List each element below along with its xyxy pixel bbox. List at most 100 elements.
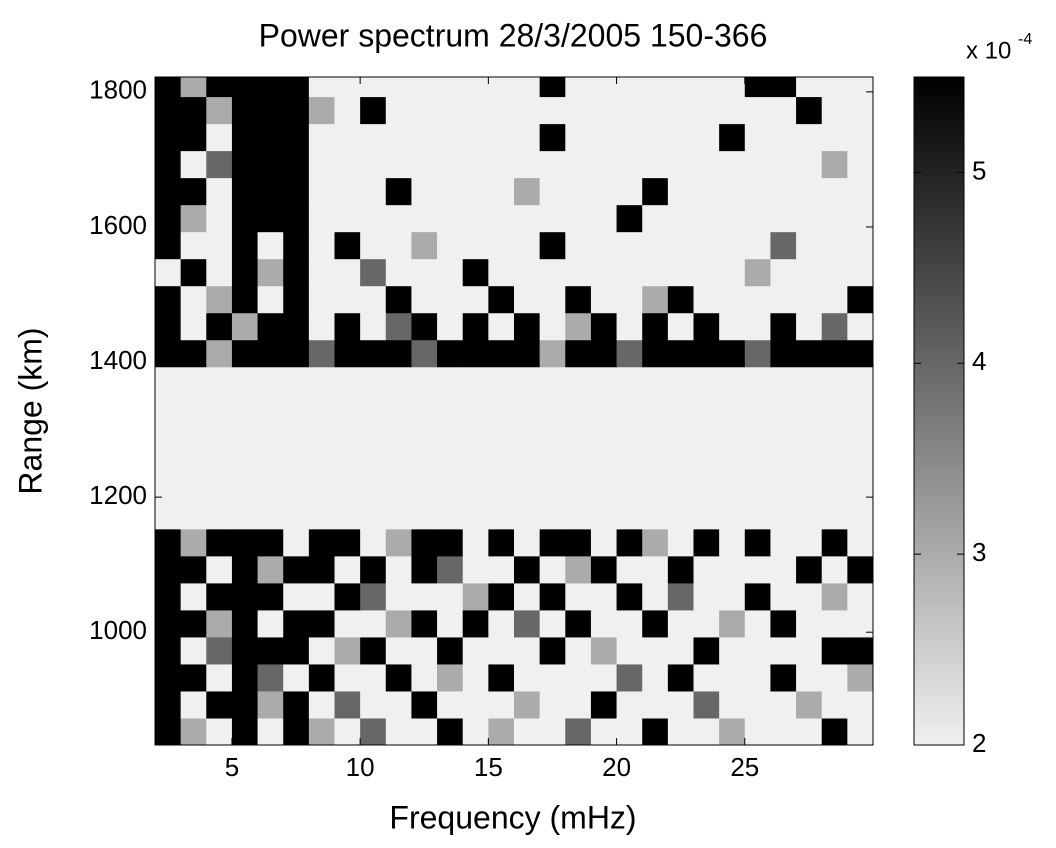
cell (385, 258, 412, 287)
cell (847, 420, 873, 449)
cell (565, 77, 592, 98)
cell (308, 717, 335, 745)
cell (796, 717, 823, 745)
cell (360, 312, 387, 341)
cell (565, 258, 592, 287)
cell (257, 312, 284, 341)
cell (437, 717, 464, 745)
cell (847, 339, 873, 368)
cell (590, 528, 618, 557)
cell (206, 609, 233, 638)
cell (462, 609, 489, 638)
cell (411, 501, 438, 530)
cell (796, 447, 823, 476)
cell (462, 582, 489, 611)
cell (206, 555, 233, 584)
cell (539, 636, 566, 665)
cell (616, 96, 643, 125)
cell (231, 366, 259, 395)
cell (360, 285, 387, 314)
cell (283, 555, 310, 584)
cell (770, 339, 797, 368)
cell (770, 501, 797, 530)
cell (693, 528, 720, 557)
cell (334, 420, 361, 449)
cell (283, 177, 310, 206)
cell (385, 609, 412, 638)
cell (411, 123, 438, 152)
cell (667, 285, 694, 314)
cell (821, 528, 848, 557)
cell (590, 231, 618, 260)
cell (360, 690, 387, 719)
cell (206, 474, 233, 503)
cell (667, 528, 694, 557)
cell (257, 123, 284, 152)
cell (565, 636, 592, 665)
cell (847, 258, 873, 287)
cell (155, 447, 182, 476)
cell (821, 96, 848, 125)
cell (847, 150, 873, 179)
cell (514, 393, 541, 422)
cell (308, 555, 335, 584)
cell (462, 447, 489, 476)
cell (283, 96, 310, 125)
cell (411, 366, 438, 395)
cell (206, 663, 233, 692)
cell (206, 582, 233, 611)
cell (642, 177, 669, 206)
cell (385, 420, 412, 449)
cell (385, 231, 412, 260)
cell (180, 285, 207, 314)
cell (744, 366, 771, 395)
cell (360, 582, 387, 611)
cell (180, 636, 207, 665)
cell (257, 393, 284, 422)
cell (565, 96, 592, 125)
cell (488, 474, 515, 503)
cell (308, 393, 335, 422)
cell (462, 420, 489, 449)
cell (796, 501, 823, 530)
cell (334, 474, 361, 503)
cell (821, 717, 848, 745)
cell (693, 420, 720, 449)
cell (744, 231, 771, 260)
cell (231, 258, 259, 287)
cell (360, 177, 387, 206)
cell (667, 177, 694, 206)
cell (308, 123, 335, 152)
cell (334, 339, 361, 368)
cell (539, 447, 566, 476)
cell (514, 312, 541, 341)
cell (590, 96, 618, 125)
cell (642, 636, 669, 665)
cell (155, 717, 182, 745)
cell (642, 690, 669, 719)
cell (539, 717, 566, 745)
cell (565, 690, 592, 719)
cell (514, 501, 541, 530)
cell (488, 339, 515, 368)
cell (488, 177, 515, 206)
cell (411, 447, 438, 476)
cell (770, 123, 797, 152)
cell (616, 447, 643, 476)
cell (667, 204, 694, 233)
cell (796, 312, 823, 341)
cell (308, 609, 335, 638)
cell (257, 285, 284, 314)
cell (334, 177, 361, 206)
cell (180, 501, 207, 530)
cell (796, 285, 823, 314)
cell (360, 77, 387, 98)
cell (308, 96, 335, 125)
cell (155, 123, 182, 152)
cell (616, 150, 643, 179)
cell (796, 420, 823, 449)
cell (847, 393, 873, 422)
cell (360, 204, 387, 233)
cell (719, 609, 746, 638)
